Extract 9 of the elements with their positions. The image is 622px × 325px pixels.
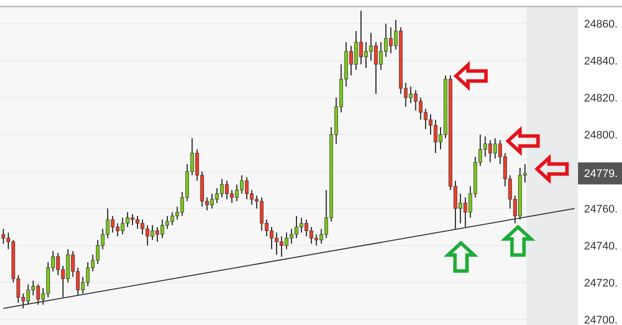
y-tick-label: 24720.	[584, 277, 618, 290]
y-tick-label: 24820.	[584, 92, 618, 104]
y-tick-label: 24760.	[584, 203, 618, 216]
y-tick-label: 24700.	[584, 314, 618, 325]
y-tick-label: 24740.	[584, 240, 618, 252]
y-tick-label: 24840.	[584, 55, 618, 68]
y-tick-label: 24860.	[584, 18, 618, 30]
y-tick-label: 24800.	[584, 129, 618, 142]
annotation: 24779.	[584, 168, 618, 180]
